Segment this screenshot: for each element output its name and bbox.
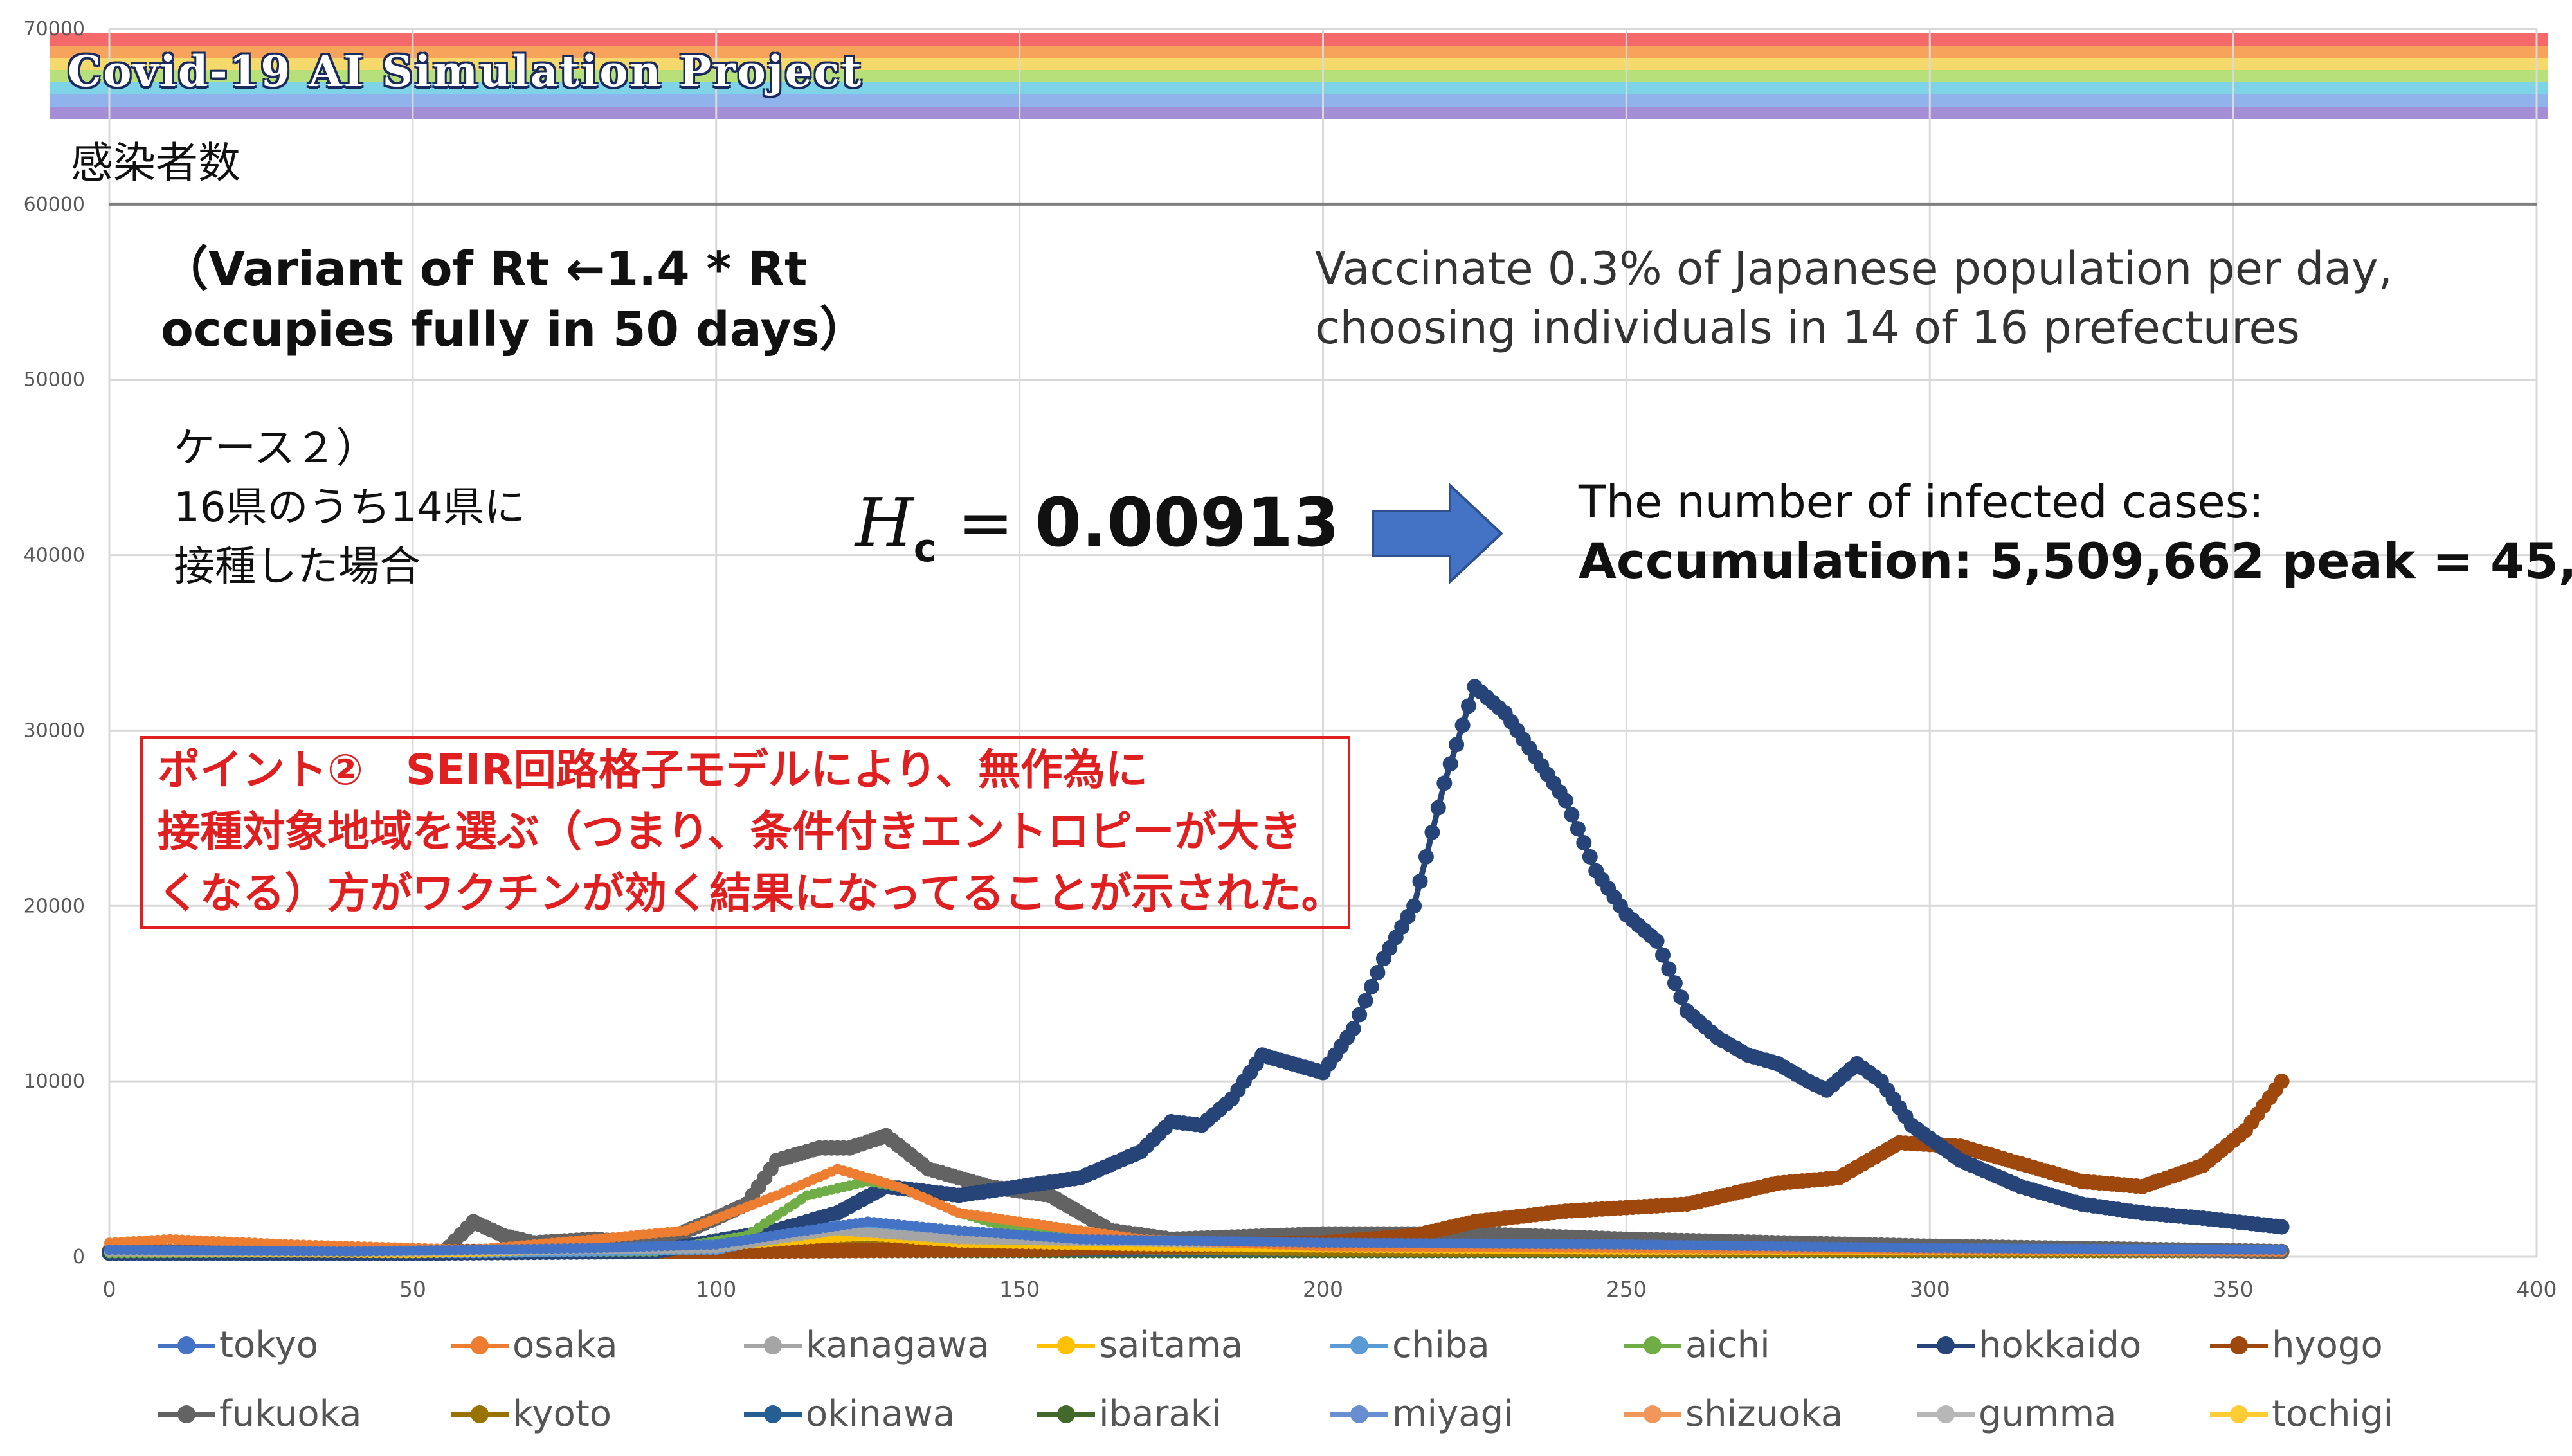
point-hokkaido [1357, 993, 1373, 1009]
banner-stripe [50, 58, 2548, 70]
y-tick-label: 20000 [24, 895, 85, 917]
x-tick-label: 200 [1303, 1277, 1343, 1302]
x-tick-label: 400 [2517, 1277, 2557, 1302]
y-tick-label: 0 [73, 1246, 85, 1268]
banner-stripes [50, 33, 2548, 119]
point-hokkaido [1345, 1021, 1361, 1037]
y-tick-label: 30000 [24, 719, 85, 742]
banner-stripe [50, 33, 2548, 46]
point-hokkaido [1649, 933, 1665, 949]
y-tick-label: 40000 [24, 544, 85, 567]
x-tick-label: 150 [999, 1277, 1040, 1302]
banner-stripe [50, 94, 2548, 107]
point-hokkaido [1667, 975, 1683, 991]
x-tick-label: 100 [696, 1277, 736, 1302]
point-hokkaido [2274, 1219, 2290, 1235]
point-hokkaido [1449, 737, 1465, 753]
banner-stripe [50, 107, 2548, 119]
point-hokkaido [1442, 756, 1458, 772]
x-tick-label: 350 [2213, 1277, 2254, 1302]
point-hokkaido [1430, 800, 1446, 816]
point-hokkaido [1370, 965, 1386, 980]
point-hokkaido [1661, 961, 1677, 977]
y-tick-label: 60000 [24, 193, 85, 216]
point-hokkaido [1352, 1007, 1368, 1023]
point-hokkaido [1418, 849, 1434, 865]
point-hokkaido [1436, 775, 1453, 791]
point-hokkaido [1564, 807, 1580, 823]
point-hyogo [2274, 1074, 2290, 1090]
banner-stripe [50, 46, 2548, 58]
point-hokkaido [1576, 835, 1592, 851]
point-hokkaido [1673, 989, 1689, 1005]
point-hokkaido [1582, 849, 1598, 865]
point-hokkaido [1412, 874, 1428, 890]
y-tick-label: 50000 [24, 369, 85, 391]
banner-stripe [50, 70, 2548, 82]
banner-stripe [50, 82, 2548, 94]
point-hokkaido [1570, 821, 1586, 837]
x-tick-label: 300 [1910, 1277, 1950, 1302]
point-hokkaido [1655, 947, 1671, 963]
series-lines [102, 679, 2290, 1261]
y-tick-label: 10000 [24, 1070, 85, 1093]
point-hokkaido [1424, 824, 1440, 840]
point-hokkaido [1461, 698, 1476, 714]
x-tick-label: 0 [103, 1277, 116, 1302]
point-hokkaido [1558, 793, 1573, 809]
point-hokkaido [1406, 898, 1422, 914]
point-hokkaido [1364, 978, 1379, 994]
x-tick-label: 250 [1606, 1277, 1647, 1302]
x-tick-label: 50 [399, 1277, 426, 1302]
point-hokkaido [1454, 717, 1471, 733]
y-tick-label: 70000 [24, 18, 85, 40]
tick-labels: 0 10000 20000 30000 40000 50000 60000 70000 0 50 1… [24, 18, 2557, 1302]
